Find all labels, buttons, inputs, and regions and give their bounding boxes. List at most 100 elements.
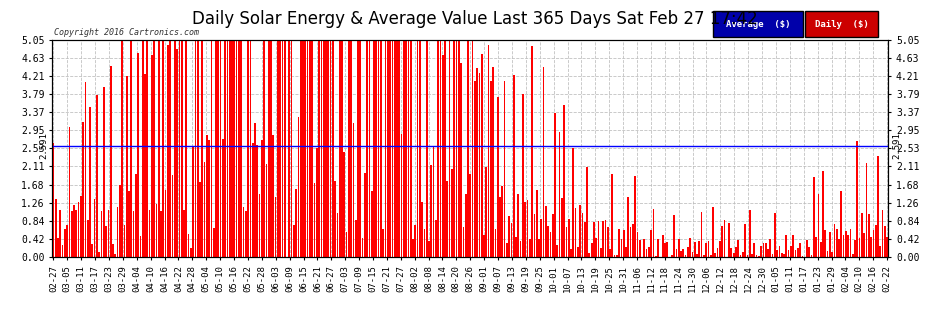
Bar	[334, 181, 336, 257]
Bar	[197, 40, 199, 257]
Bar	[231, 40, 233, 257]
Bar	[238, 40, 239, 257]
Bar	[561, 198, 562, 257]
Bar	[740, 255, 741, 257]
Bar	[229, 40, 231, 257]
Bar	[570, 249, 572, 257]
Bar	[55, 199, 57, 257]
Bar	[685, 255, 687, 257]
Bar	[607, 227, 609, 257]
Bar	[630, 227, 632, 257]
Bar	[428, 241, 430, 257]
Bar	[174, 40, 176, 257]
Bar	[584, 222, 585, 257]
Bar	[760, 246, 762, 257]
Bar	[639, 240, 640, 257]
Bar	[655, 256, 656, 257]
Bar	[646, 249, 648, 257]
Bar	[510, 223, 512, 257]
Bar	[694, 242, 695, 257]
Bar	[103, 86, 104, 257]
Bar	[515, 238, 517, 257]
Bar	[270, 40, 272, 257]
Bar	[453, 40, 455, 257]
Bar	[380, 40, 382, 257]
Bar	[701, 212, 702, 257]
Bar	[625, 247, 627, 257]
Bar	[89, 107, 91, 257]
Bar	[657, 240, 659, 257]
Bar	[325, 40, 327, 257]
Bar	[445, 40, 446, 257]
Bar	[506, 243, 507, 257]
Bar	[710, 255, 712, 257]
Bar	[859, 238, 861, 257]
Bar	[600, 248, 601, 257]
Bar	[83, 122, 84, 257]
Bar	[714, 253, 716, 257]
Bar	[107, 210, 109, 257]
Bar	[307, 40, 309, 257]
Bar	[446, 181, 448, 257]
Bar	[467, 40, 468, 257]
Bar	[218, 40, 219, 257]
Bar	[677, 239, 679, 257]
Bar	[554, 113, 556, 257]
Bar	[504, 81, 505, 257]
Bar	[675, 249, 677, 257]
Bar	[406, 40, 407, 257]
Bar	[565, 227, 567, 257]
Bar	[293, 225, 294, 257]
Bar	[273, 135, 275, 257]
Bar	[687, 247, 689, 257]
Bar	[602, 221, 604, 257]
Bar	[279, 40, 281, 257]
Bar	[596, 238, 598, 257]
Bar	[289, 40, 290, 257]
Bar	[826, 250, 828, 257]
Bar	[719, 241, 721, 257]
Bar	[343, 152, 345, 257]
Bar	[802, 256, 803, 257]
Bar	[396, 40, 398, 257]
Bar	[788, 250, 789, 257]
Bar	[705, 243, 707, 257]
Bar	[549, 232, 551, 257]
Bar	[112, 244, 114, 257]
Bar	[346, 232, 348, 257]
Bar	[330, 40, 332, 257]
Bar	[252, 143, 254, 257]
Bar	[751, 254, 752, 257]
Bar	[721, 226, 723, 257]
Bar	[852, 254, 854, 257]
Bar	[367, 40, 368, 257]
Bar	[192, 146, 194, 257]
Bar	[575, 208, 577, 257]
Bar	[394, 40, 395, 257]
Bar	[437, 40, 439, 257]
Text: 2.591: 2.591	[39, 132, 48, 159]
Bar	[211, 40, 212, 257]
Bar	[73, 205, 75, 257]
Bar	[884, 226, 885, 257]
Bar	[495, 229, 496, 257]
Bar	[183, 210, 185, 257]
Bar	[213, 228, 215, 257]
Bar	[119, 185, 121, 257]
Bar	[172, 175, 173, 257]
Bar	[180, 40, 182, 257]
Bar	[401, 134, 403, 257]
Bar	[552, 214, 554, 257]
Bar	[469, 174, 471, 257]
Bar	[57, 238, 59, 257]
Bar	[524, 202, 526, 257]
Bar	[398, 40, 400, 257]
Bar	[580, 205, 581, 257]
Bar	[790, 246, 791, 257]
Bar	[117, 207, 119, 257]
Bar	[487, 45, 489, 257]
Bar	[618, 229, 620, 257]
Bar	[664, 243, 666, 257]
Bar	[588, 253, 590, 257]
Bar	[825, 230, 826, 257]
